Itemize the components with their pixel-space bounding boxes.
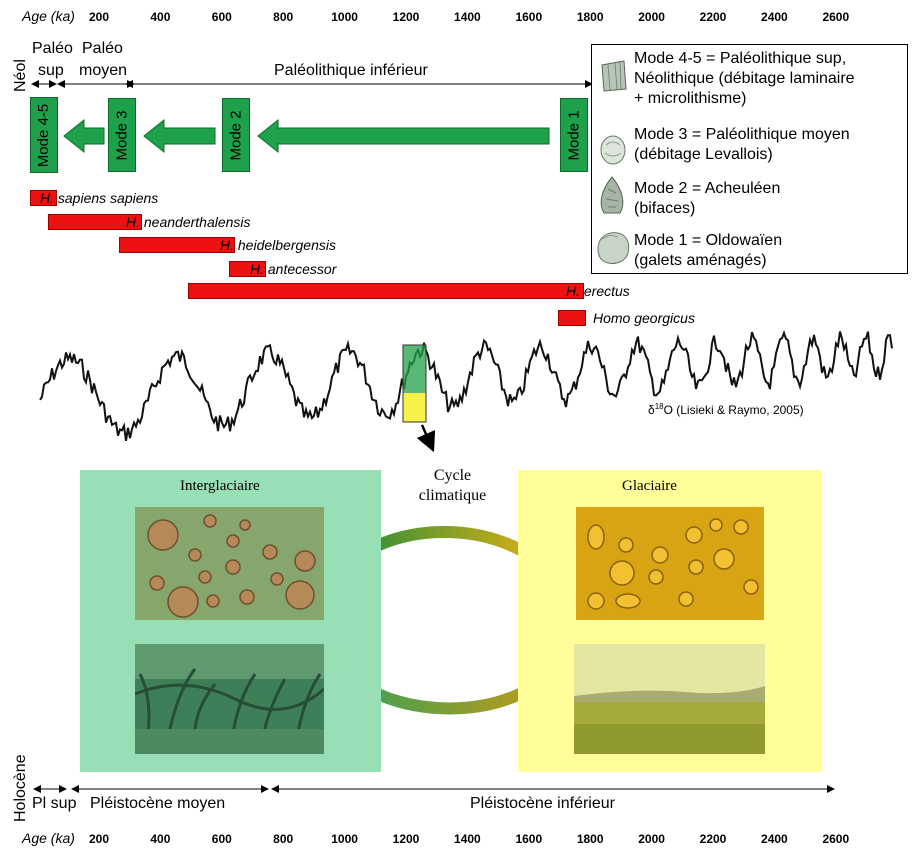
mode-3-box: Mode 3 (108, 98, 136, 172)
bottom-axis-tick-1600: 1600 (515, 832, 543, 846)
erectus-bar (188, 283, 584, 299)
neanderthalensis-bar (48, 214, 142, 230)
cycle-highlight-frame (402, 344, 427, 423)
top-axis-tick-2600: 2600 (822, 10, 850, 24)
biface-icon (596, 175, 628, 217)
bottom-axis-tick-2400: 2400 (761, 832, 788, 846)
bottom-axis-tick-2000: 2000 (638, 832, 665, 846)
paleo-moyen-label-2: moyen (79, 62, 128, 79)
antecessor-bar (229, 261, 266, 277)
bottom-axis-title: Age (ka) (22, 830, 75, 846)
top-axis-tick-600: 600 (211, 10, 232, 24)
paleo-sup-label-1: Paléo (32, 40, 73, 57)
top-axis-title: Age (ka) (22, 8, 75, 24)
mode-45-label: Mode 4-5 (35, 103, 53, 167)
mode-arrow-3-to-45 (63, 118, 105, 154)
pebble-tool-icon (594, 227, 632, 267)
legend-mode-1-text: Mode 1 = Oldowaïen (galets aménagés) (634, 232, 783, 269)
sapiens-bar (30, 190, 57, 206)
bottom-axis-tick-1400: 1400 (454, 832, 481, 846)
legend-mode-3-text: Mode 3 = Paléolithique moyen (débitage Le… (634, 126, 850, 163)
interglacial-forest-image (135, 644, 324, 754)
paleo-sup-label-2: sup (38, 62, 64, 79)
top-axis-tick-1800: 1800 (576, 10, 604, 24)
glacial-title: Glaciaire (622, 478, 677, 494)
pl-sup-label: Pl sup (32, 795, 77, 812)
cycle-title: Cycle climatique (418, 467, 487, 504)
d18o-curve-label: δ18O (Lisieki & Raymo, 2005) (648, 402, 804, 417)
laminar-blade-icon (596, 55, 630, 95)
georgicus-bar (558, 310, 586, 326)
bottom-axis-tick-2600: 2600 (822, 832, 850, 846)
glacial-pollen-image (576, 507, 764, 620)
top-axis-tick-1000: 1000 (331, 10, 358, 24)
bottom-axis-tick-2200: 2200 (699, 832, 727, 846)
mode-1-label: Mode 1 (565, 109, 583, 161)
top-axis-tick-200: 200 (88, 10, 110, 24)
bottom-axis-tick-800: 800 (273, 832, 294, 846)
legend-mode-2-text: Mode 2 = Acheuléen (bifaces) (634, 180, 781, 217)
mode-2-box: Mode 2 (222, 98, 250, 172)
mode-45-box: Mode 4-5 (30, 97, 58, 173)
mode-arrow-2-to-3 (143, 118, 216, 154)
pleistocene-moyen-label: Pléistocène moyen (90, 795, 226, 812)
sapiens-label: H. sapiens sapiens (40, 190, 159, 206)
heidelbergensis-bar (119, 237, 235, 253)
top-axis-tick-400: 400 (150, 10, 171, 24)
interglacial-title: Interglaciaire (180, 478, 260, 494)
mode-1-box: Mode 1 (560, 98, 588, 172)
top-axis-tick-800: 800 (273, 10, 294, 24)
interglacial-pollen-image (135, 507, 324, 620)
mode-2-label: Mode 2 (227, 109, 245, 161)
pleistocene-inferieur-label: Pléistocène inférieur (470, 795, 615, 812)
bottom-axis-tick-200: 200 (88, 832, 110, 846)
glacial-steppe-image (574, 644, 765, 754)
top-axis-tick-1200: 1200 (392, 10, 420, 24)
top-axis-tick-1400: 1400 (454, 10, 481, 24)
levallois-flake-icon (598, 133, 628, 167)
neanderthalensis-label: H. neanderthalensis (126, 214, 251, 230)
bottom-axis-tick-600: 600 (211, 832, 232, 846)
paleo-inferieur-label: Paléolithique inférieur (274, 62, 428, 79)
bottom-axis-tick-1200: 1200 (392, 832, 420, 846)
interglacial-highlight (403, 345, 426, 393)
mode-arrow-1-to-2 (257, 118, 550, 154)
bottom-axis-tick-1000: 1000 (331, 832, 358, 846)
d18o-curve (39, 330, 893, 441)
top-axis-tick-2200: 2200 (699, 10, 727, 24)
legend-mode-45-text: Mode 4-5 = Paléolithique sup, Néolithique… (634, 50, 855, 107)
holocene-label: Holocène (12, 754, 29, 822)
erectus-label: H. erectus (566, 283, 630, 299)
glacial-highlight (403, 393, 426, 422)
paleo-moyen-label-1: Paléo (82, 40, 123, 57)
georgicus-label: Homo georgicus (593, 310, 695, 326)
top-axis-tick-2000: 2000 (638, 10, 665, 24)
heidelbergensis-label: H. heidelbergensis (220, 237, 336, 253)
antecessor-label: H. antecessor (250, 261, 337, 277)
top-axis-tick-2400: 2400 (761, 10, 788, 24)
mode-3-label: Mode 3 (113, 109, 131, 161)
tool-mode-legend: Mode 4-5 = Paléolithique sup, Néolithique… (591, 44, 908, 274)
cycle-pointer-arrow (416, 424, 436, 453)
bottom-axis-tick-1800: 1800 (576, 832, 604, 846)
bottom-axis-tick-400: 400 (150, 832, 171, 846)
top-axis-tick-1600: 1600 (515, 10, 543, 24)
